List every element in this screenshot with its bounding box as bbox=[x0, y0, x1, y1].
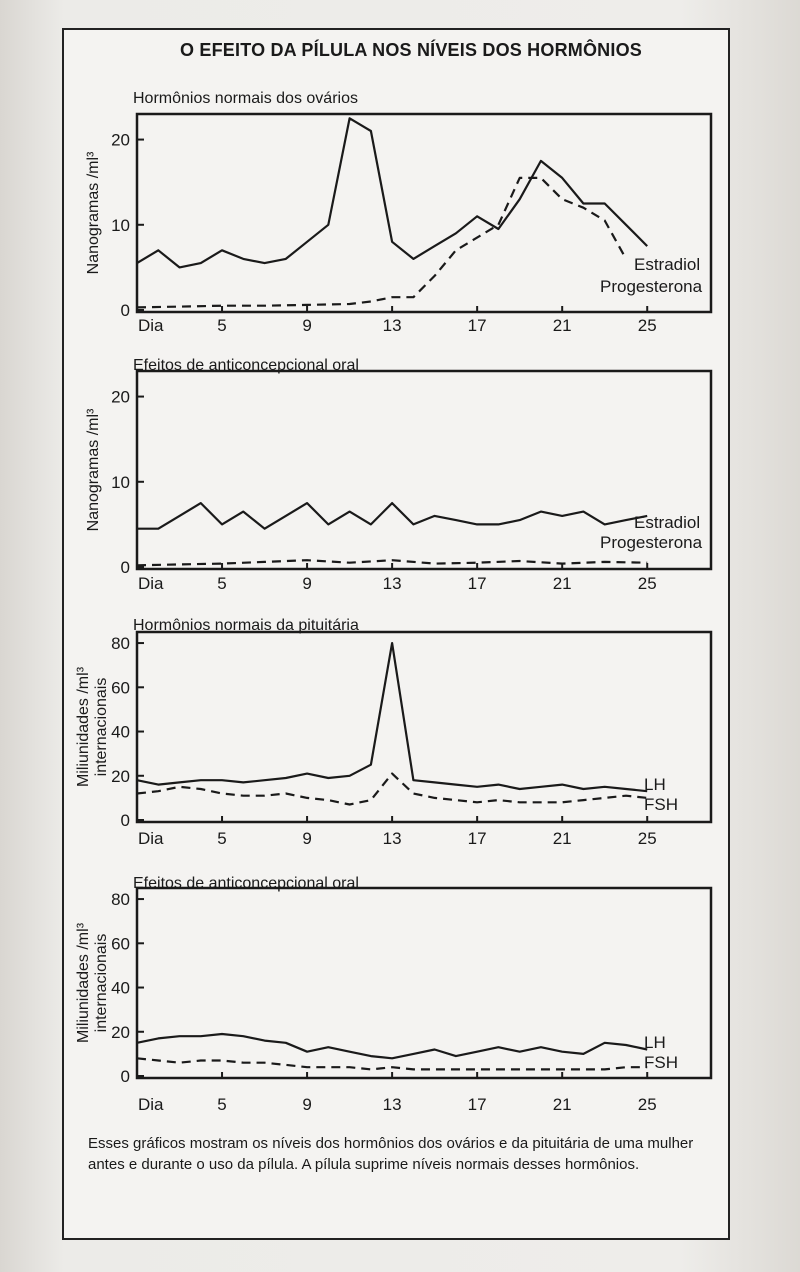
series-line-estradiol bbox=[136, 117, 648, 269]
x-tick-label: 17 bbox=[468, 1095, 487, 1114]
series-line-lh bbox=[136, 1032, 648, 1060]
figure-caption: Esses gráficos mostram os níveis dos hor… bbox=[88, 1135, 694, 1173]
y-tick-label: 20 bbox=[111, 767, 130, 786]
x-tick-label: 9 bbox=[302, 574, 311, 593]
x-tick-label: 9 bbox=[302, 829, 311, 848]
figure-title: O EFEITO DA PÍLULA NOS NÍVEIS DOS HORMÔN… bbox=[180, 40, 642, 60]
plot-frame bbox=[135, 886, 713, 1080]
chart-title: Efeitos de anticoncepcional oral bbox=[133, 875, 359, 892]
y-tick-label: 20 bbox=[111, 131, 130, 150]
y-axis-label: internacionais bbox=[93, 678, 110, 777]
y-tick-label: 40 bbox=[111, 723, 130, 742]
y-axis-label: Miliunidades /ml³ bbox=[75, 666, 92, 787]
x-tick-label: 21 bbox=[553, 829, 572, 848]
series-label: FSH bbox=[644, 795, 678, 814]
series-label: Estradiol bbox=[634, 255, 700, 274]
plot-frame bbox=[135, 369, 713, 571]
y-tick-label: 0 bbox=[121, 558, 130, 577]
series-line-fsh bbox=[136, 772, 648, 806]
chart-title: Hormônios normais dos ovários bbox=[133, 90, 358, 107]
series-line-fsh bbox=[136, 1057, 648, 1071]
y-tick-label: 20 bbox=[111, 1023, 130, 1042]
plot-frame bbox=[135, 630, 713, 824]
series-label: Estradiol bbox=[634, 513, 700, 532]
y-axis-label: Nanogramas /ml³ bbox=[85, 408, 102, 531]
x-tick-label: 13 bbox=[383, 1095, 402, 1114]
y-tick-label: 60 bbox=[111, 934, 130, 953]
series-label: LH bbox=[644, 775, 666, 794]
x-tick-label: Dia bbox=[138, 316, 164, 335]
y-tick-label: 60 bbox=[111, 678, 130, 697]
y-axis-label: Miliunidades /ml³ bbox=[75, 922, 92, 1043]
y-axis-label: internacionais bbox=[93, 934, 110, 1033]
series-label: Progesterona bbox=[600, 533, 703, 552]
y-tick-label: 80 bbox=[111, 890, 130, 909]
y-tick-label: 0 bbox=[121, 301, 130, 320]
y-tick-label: 80 bbox=[111, 634, 130, 653]
x-tick-label: 9 bbox=[302, 1095, 311, 1114]
x-tick-label: 25 bbox=[638, 574, 657, 593]
x-tick-label: 17 bbox=[468, 316, 487, 335]
y-tick-label: 10 bbox=[111, 216, 130, 235]
x-tick-label: 25 bbox=[638, 829, 657, 848]
figure-frame bbox=[62, 28, 730, 1240]
x-tick-label: 5 bbox=[217, 829, 226, 848]
x-tick-label: 21 bbox=[553, 1095, 572, 1114]
x-tick-label: 9 bbox=[302, 316, 311, 335]
y-tick-label: 20 bbox=[111, 388, 130, 407]
series-label: Progesterona bbox=[600, 277, 703, 296]
chart-title: Hormônios normais da pituitária bbox=[133, 617, 359, 634]
x-tick-label: 25 bbox=[638, 316, 657, 335]
y-tick-label: 0 bbox=[121, 1067, 130, 1086]
y-tick-label: 0 bbox=[121, 811, 130, 830]
x-tick-label: 5 bbox=[217, 574, 226, 593]
x-tick-label: 17 bbox=[468, 574, 487, 593]
x-tick-label: 13 bbox=[383, 574, 402, 593]
series-label: FSH bbox=[644, 1053, 678, 1072]
series-line-progesterona bbox=[136, 559, 648, 567]
y-tick-label: 40 bbox=[111, 979, 130, 998]
plot-frame bbox=[135, 112, 713, 314]
x-tick-label: Dia bbox=[138, 829, 164, 848]
x-tick-label: 21 bbox=[553, 574, 572, 593]
x-tick-label: 13 bbox=[383, 316, 402, 335]
x-tick-label: Dia bbox=[138, 1095, 164, 1114]
series-line-estradiol bbox=[137, 502, 648, 530]
x-tick-label: 13 bbox=[383, 829, 402, 848]
x-tick-label: 5 bbox=[217, 316, 226, 335]
series-line-lh bbox=[136, 641, 648, 793]
x-tick-label: 17 bbox=[468, 829, 487, 848]
y-tick-label: 10 bbox=[111, 473, 130, 492]
x-tick-label: 25 bbox=[638, 1095, 657, 1114]
x-tick-label: 21 bbox=[553, 316, 572, 335]
series-label: LH bbox=[644, 1033, 666, 1052]
x-tick-label: 5 bbox=[217, 1095, 226, 1114]
series-line-progesterona bbox=[136, 176, 627, 309]
x-tick-label: Dia bbox=[138, 574, 164, 593]
y-axis-label: Nanogramas /ml³ bbox=[85, 151, 102, 274]
